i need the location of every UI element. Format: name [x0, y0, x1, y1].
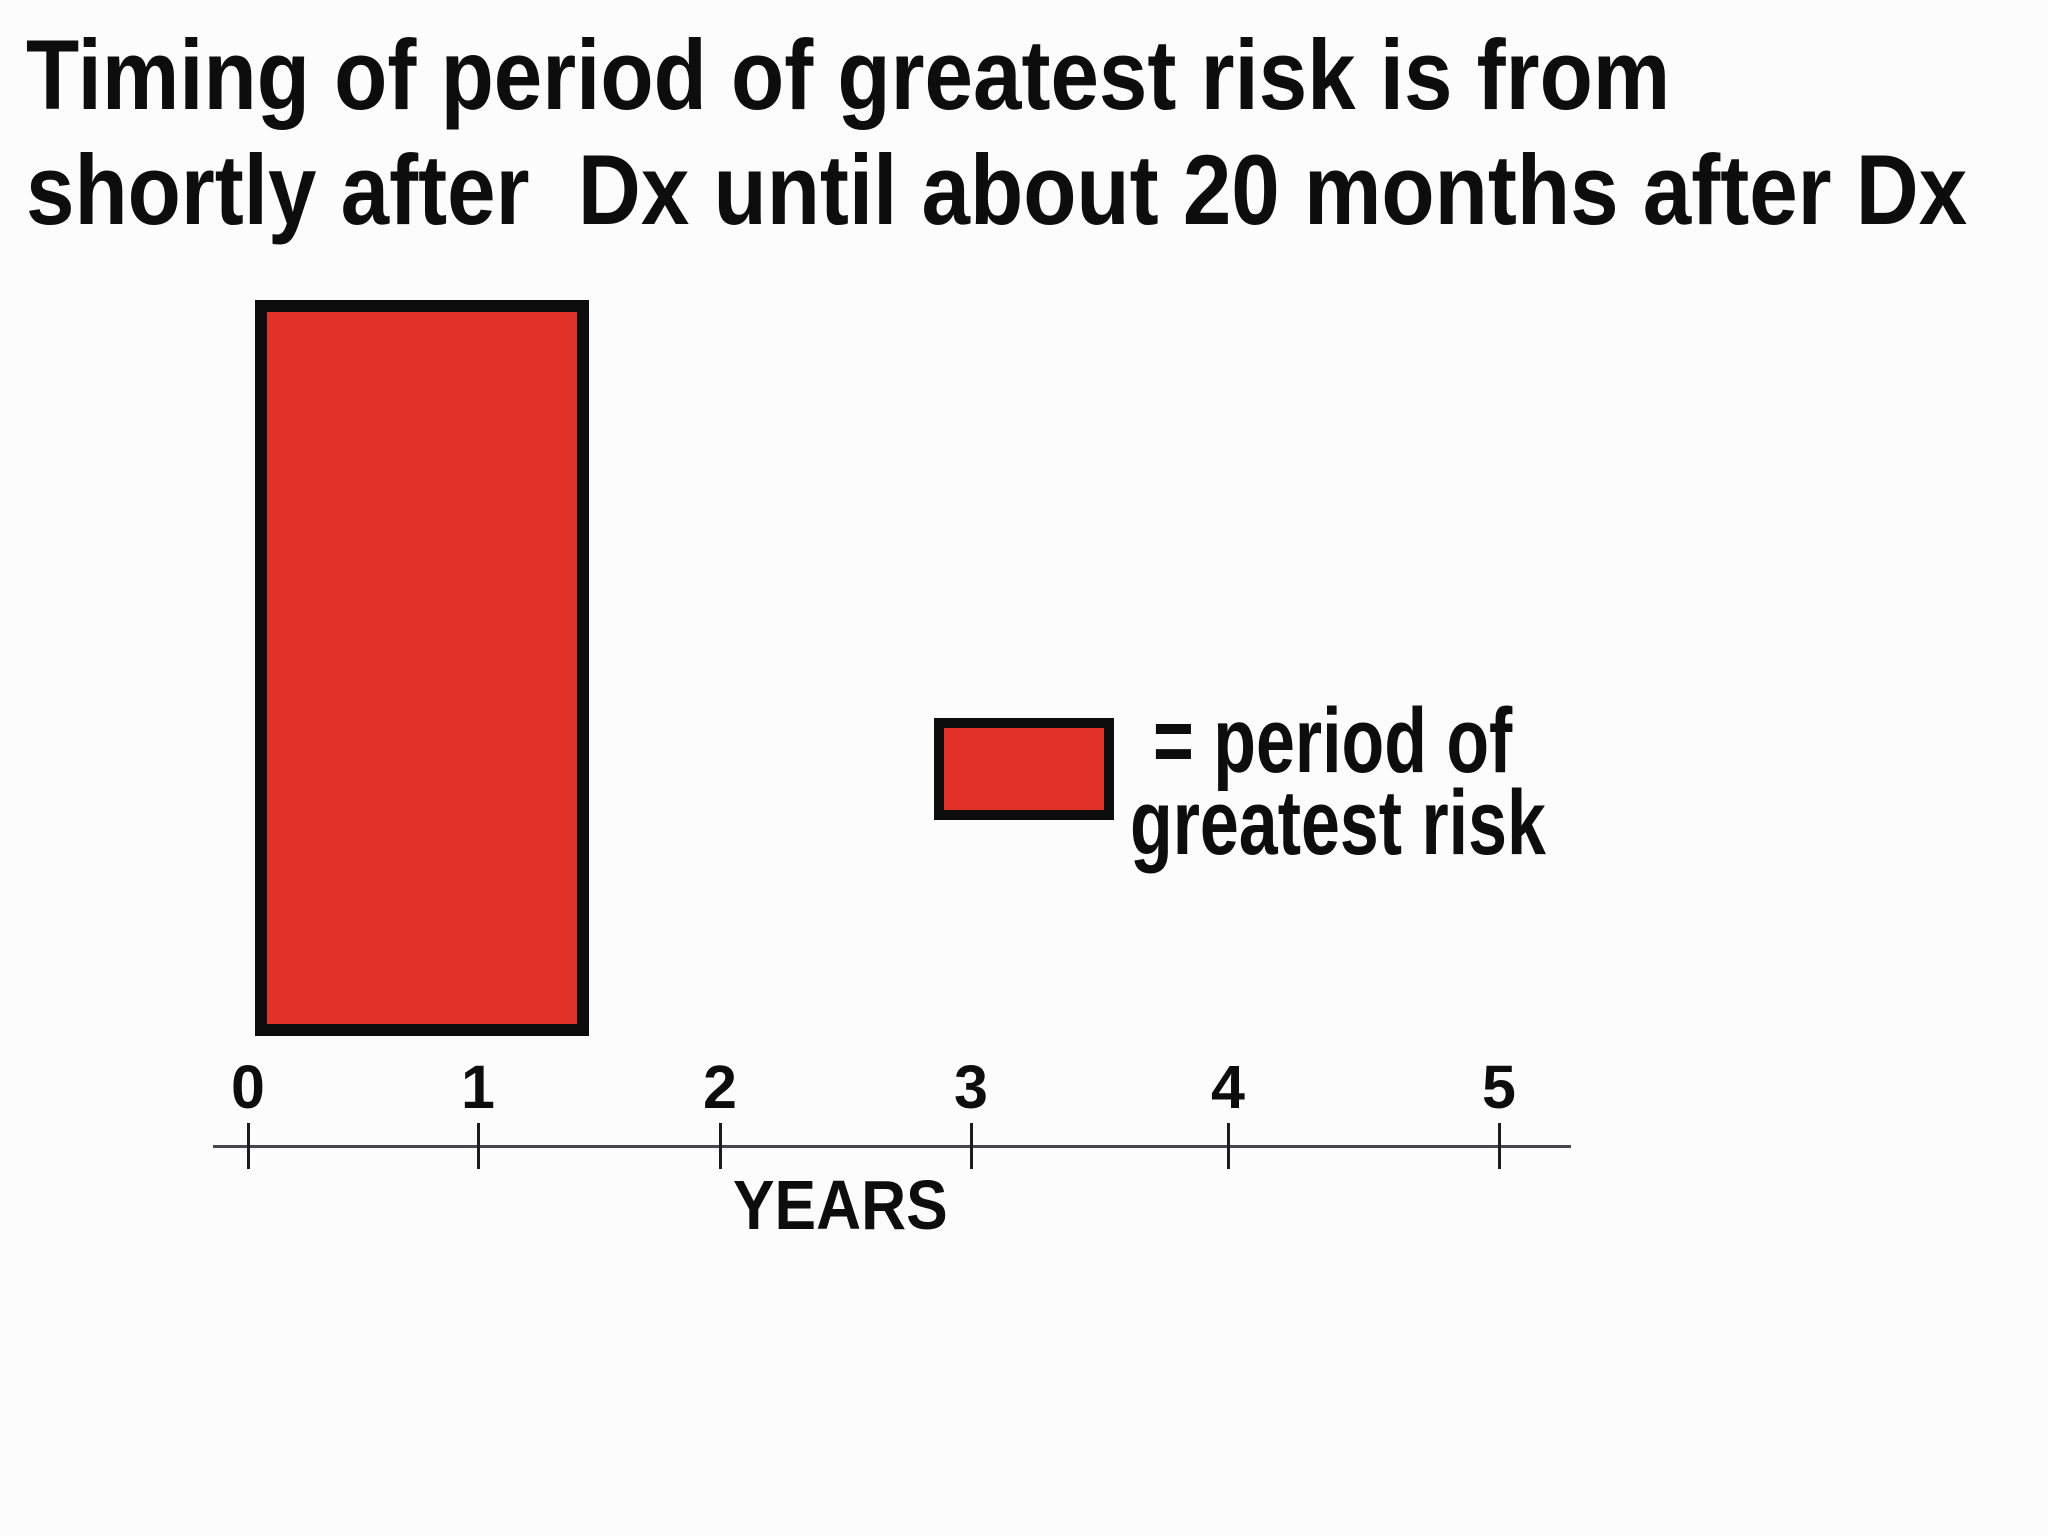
slide-title-line-2: shortly after Dx until about 20 months a…: [26, 134, 1968, 245]
legend-swatch: [934, 718, 1114, 820]
x-axis-label: YEARS: [733, 1166, 948, 1244]
x-axis-tick: [477, 1123, 480, 1169]
x-axis-line: [213, 1145, 1571, 1148]
x-axis-tick: [1227, 1123, 1230, 1169]
x-axis-tick-label: 3: [954, 1053, 988, 1121]
risk-period-bar: [255, 300, 589, 1036]
x-axis-tick-label: 1: [461, 1053, 495, 1121]
legend-label-line-1: = period of: [1153, 690, 1513, 792]
legend-label-line-2: greatest risk: [1130, 772, 1546, 874]
x-axis-tick: [1498, 1123, 1501, 1169]
x-axis-tick-label: 5: [1482, 1053, 1516, 1121]
x-axis-tick-label: 0: [231, 1053, 265, 1121]
slide-title-line-1: Timing of period of greatest risk is fro…: [26, 19, 1671, 130]
x-axis-tick: [970, 1123, 973, 1169]
x-axis-tick: [719, 1123, 722, 1169]
x-axis-tick-label: 4: [1211, 1053, 1245, 1121]
x-axis-tick: [247, 1123, 250, 1169]
x-axis-tick-label: 2: [703, 1053, 737, 1121]
